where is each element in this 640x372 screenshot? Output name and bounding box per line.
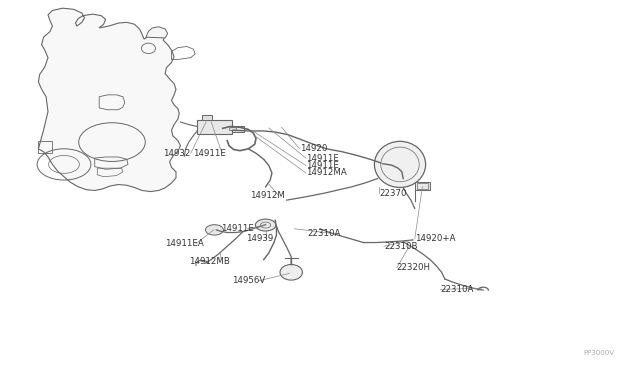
Text: 14911E: 14911E bbox=[306, 161, 339, 170]
Text: 14932: 14932 bbox=[163, 149, 191, 158]
Text: 14912M: 14912M bbox=[250, 191, 284, 200]
Polygon shape bbox=[197, 120, 232, 134]
Polygon shape bbox=[38, 8, 180, 192]
Text: 14912MB: 14912MB bbox=[189, 257, 230, 266]
Circle shape bbox=[205, 225, 223, 235]
Text: 14920: 14920 bbox=[300, 144, 327, 153]
Text: 22310A: 22310A bbox=[440, 285, 474, 294]
Ellipse shape bbox=[280, 264, 302, 280]
Text: 14912MA: 14912MA bbox=[306, 169, 347, 177]
Text: 14911EA: 14911EA bbox=[165, 239, 204, 248]
Text: 14911E: 14911E bbox=[221, 224, 253, 233]
Circle shape bbox=[255, 219, 276, 231]
Text: 14939: 14939 bbox=[246, 234, 274, 243]
Ellipse shape bbox=[374, 141, 426, 187]
Polygon shape bbox=[229, 127, 237, 131]
Text: 14911E: 14911E bbox=[306, 154, 339, 163]
Text: PP3000V: PP3000V bbox=[584, 350, 614, 356]
Polygon shape bbox=[415, 182, 430, 190]
Text: 22310A: 22310A bbox=[307, 229, 340, 238]
Text: 22320H: 22320H bbox=[397, 263, 431, 272]
Polygon shape bbox=[202, 115, 212, 120]
Text: 14920+A: 14920+A bbox=[415, 234, 455, 243]
Text: 22310B: 22310B bbox=[384, 242, 417, 251]
Text: 14911E: 14911E bbox=[193, 149, 226, 158]
Polygon shape bbox=[232, 126, 244, 132]
Text: 14956V: 14956V bbox=[232, 276, 265, 285]
Polygon shape bbox=[146, 27, 168, 38]
Text: 22370: 22370 bbox=[379, 189, 406, 198]
